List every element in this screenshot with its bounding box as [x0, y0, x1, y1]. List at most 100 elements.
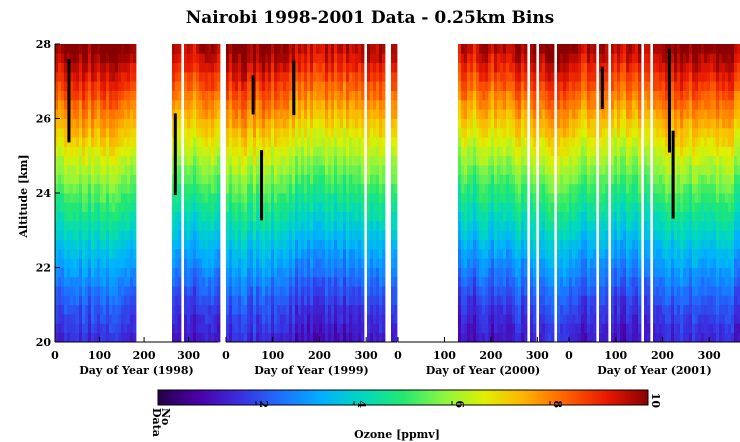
- heatmap-cell: [55, 174, 59, 185]
- heatmap-cell: [283, 90, 287, 101]
- heatmap-cell: [343, 127, 347, 138]
- heatmap-cell: [379, 193, 383, 203]
- heatmap-cell: [232, 267, 236, 278]
- heatmap-cell: [256, 127, 260, 138]
- heatmap-cell: [73, 174, 77, 185]
- heatmap-cell: [232, 332, 236, 343]
- heatmap-cell: [542, 220, 546, 231]
- heatmap-cell: [259, 44, 263, 54]
- heatmap-cell: [190, 99, 194, 110]
- heatmap-cell: [506, 332, 510, 343]
- heatmap-cell: [599, 53, 603, 64]
- heatmap-cell: [560, 90, 564, 101]
- heatmap-cell: [73, 155, 77, 166]
- heatmap-cell: [322, 165, 326, 175]
- heatmap-cell: [292, 267, 296, 278]
- heatmap-cell: [88, 239, 92, 250]
- heatmap-cell: [205, 258, 209, 268]
- heatmap-cell: [292, 118, 296, 129]
- heatmap-cell: [548, 81, 552, 91]
- heatmap-cell: [199, 137, 203, 147]
- heatmap-cell: [109, 323, 113, 334]
- heatmap-cell: [605, 295, 609, 306]
- heatmap-cell: [355, 239, 359, 250]
- heatmap-cell: [581, 220, 585, 231]
- heatmap-cell: [241, 314, 245, 324]
- heatmap-cell: [292, 220, 296, 231]
- heatmap-cell: [629, 81, 633, 91]
- heatmap-cell: [551, 155, 555, 166]
- heatmap-cell: [560, 211, 564, 222]
- heatmap-cell: [226, 258, 230, 268]
- heatmap-cell: [295, 239, 299, 250]
- heatmap-cell: [316, 314, 320, 324]
- profile-column: [343, 44, 347, 343]
- heatmap-cell: [328, 44, 332, 54]
- heatmap-cell: [629, 258, 633, 268]
- heatmap-cell: [328, 323, 332, 334]
- heatmap-cell: [196, 109, 200, 119]
- heatmap-cell: [620, 183, 624, 194]
- heatmap-cell: [373, 332, 377, 343]
- heatmap-cell: [247, 71, 251, 82]
- heatmap-cell: [175, 220, 179, 231]
- heatmap-cell: [500, 267, 504, 278]
- heatmap-cell: [343, 165, 347, 175]
- heatmap-cell: [605, 137, 609, 147]
- heatmap-cell: [217, 62, 221, 73]
- heatmap-cell: [376, 332, 380, 343]
- heatmap-cell: [349, 211, 353, 222]
- heatmap-cell: [58, 165, 62, 175]
- heatmap-cell: [482, 155, 486, 166]
- heatmap-cell: [343, 304, 347, 315]
- heatmap-cell: [238, 314, 242, 324]
- heatmap-cell: [587, 314, 591, 324]
- heatmap-cell: [127, 109, 131, 119]
- heatmap-cell: [358, 71, 362, 82]
- profile-column: [331, 44, 335, 343]
- heatmap-cell: [79, 202, 83, 213]
- heatmap-cell: [112, 193, 116, 203]
- heatmap-cell: [337, 81, 341, 91]
- heatmap-cell: [286, 304, 290, 315]
- heatmap-cell: [241, 71, 245, 82]
- heatmap-cell: [506, 239, 510, 250]
- heatmap-cell: [605, 53, 609, 64]
- heatmap-cell: [187, 258, 191, 268]
- heatmap-cell: [199, 127, 203, 138]
- heatmap-cell: [202, 286, 206, 296]
- heatmap-cell: [58, 258, 62, 268]
- heatmap-cell: [184, 99, 188, 110]
- heatmap-cell: [205, 267, 209, 278]
- heatmap-cell: [473, 202, 477, 213]
- profile-column: [614, 44, 618, 343]
- heatmap-cell: [539, 267, 543, 278]
- heatmap-cell: [127, 267, 131, 278]
- heatmap-cell: [566, 44, 570, 54]
- heatmap-cell: [319, 248, 323, 259]
- heatmap-cell: [632, 258, 636, 268]
- heatmap-cell: [316, 332, 320, 343]
- heatmap-cell: [286, 155, 290, 166]
- heatmap-cell: [94, 295, 98, 306]
- heatmap-cell: [358, 183, 362, 194]
- heatmap-cell: [208, 146, 212, 157]
- heatmap-cell: [118, 53, 122, 64]
- profile-column: [611, 44, 615, 343]
- heatmap-cell: [464, 90, 468, 101]
- heatmap-cell: [361, 137, 365, 147]
- heatmap-cell: [545, 286, 549, 296]
- heatmap-cell: [334, 53, 338, 64]
- heatmap-cell: [563, 62, 567, 73]
- heatmap-cell: [521, 211, 525, 222]
- heatmap-cell: [319, 53, 323, 64]
- heatmap-cell: [274, 174, 278, 185]
- heatmap-cell: [391, 146, 395, 157]
- heatmap-cell: [533, 71, 537, 82]
- heatmap-cell: [202, 193, 206, 203]
- heatmap-cell: [572, 118, 576, 129]
- heatmap-cell: [461, 332, 465, 343]
- heatmap-cell: [569, 295, 573, 306]
- heatmap-cell: [488, 314, 492, 324]
- heatmap-cell: [208, 71, 212, 82]
